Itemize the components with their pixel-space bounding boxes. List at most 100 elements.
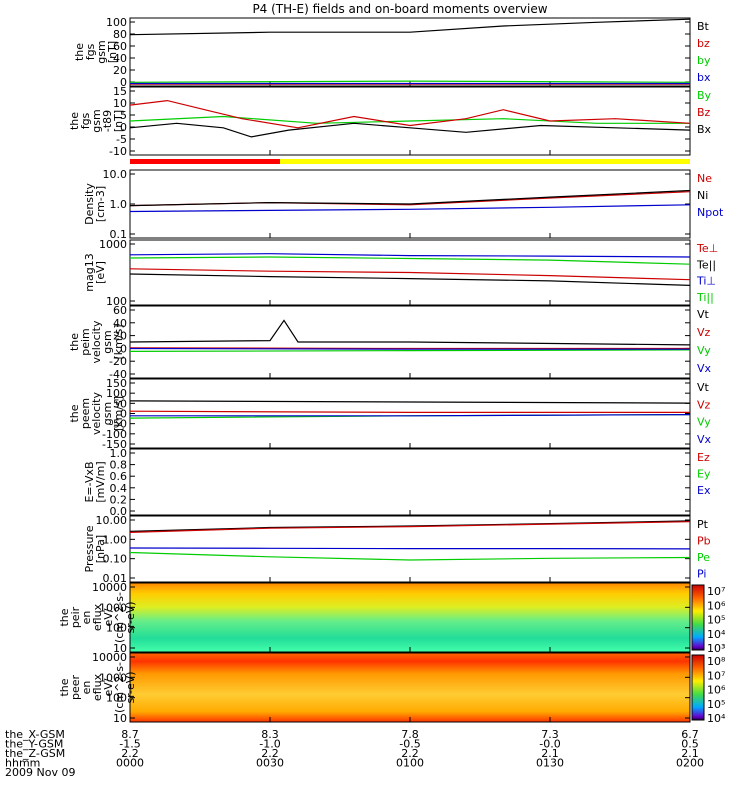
legend-Ni: Ni <box>697 189 708 202</box>
y-tick-label: 1.0 <box>110 198 128 211</box>
legend-Pe: Pe <box>697 551 710 564</box>
y-tick-label: 0.10 <box>103 553 128 566</box>
series-Vx-line <box>129 347 690 350</box>
spectrogram <box>130 583 690 652</box>
colorbar-tick-label: 10⁵ <box>707 614 725 627</box>
y-tick-label: 0 <box>120 121 127 134</box>
y-tick-label: -100 <box>102 428 127 441</box>
footer-value: 2.2 <box>261 747 279 760</box>
y-tick-label: 10 <box>113 642 127 655</box>
footer-value: 7.8 <box>401 728 419 741</box>
y-tick-label: 150 <box>106 377 127 390</box>
colorbar-tick-label: 10³ <box>707 642 725 655</box>
series-Bx-line <box>129 122 691 138</box>
y-tick-label: 10.00 <box>96 514 128 527</box>
plot-title: P4 (TH-E) fields and on-board moments ov… <box>252 2 547 16</box>
series-Ti||-line <box>129 256 691 265</box>
colorbar-tick-label: 10⁶ <box>707 684 726 697</box>
legend-Vx: Vx <box>697 433 712 446</box>
footer-value: 2.2 <box>121 747 139 760</box>
y-axis-label: Pressure[nPa] <box>83 525 107 572</box>
y-tick-label: 0 <box>120 342 127 355</box>
y-tick-label: 0 <box>120 408 127 421</box>
colorbar-tick-label: 10⁷ <box>707 585 725 598</box>
footer-value: 0000 <box>116 757 144 770</box>
legend-Ex: Ex <box>697 484 711 497</box>
footer-value: 2.1 <box>541 747 559 760</box>
y-tick-label: 5 <box>120 109 127 122</box>
y-tick-label: 100 <box>106 622 127 635</box>
y-tick-label: 100 <box>106 692 127 705</box>
footer-value: 0030 <box>256 757 284 770</box>
legend-Bx: Bx <box>697 123 712 136</box>
colorbar <box>691 654 705 721</box>
y-axis-label: thepeerenefluxeV/(cm^2-s-sr-eV) <box>58 662 137 713</box>
y-tick-label: 60 <box>113 304 127 317</box>
panels: 100806040200thefgsgsm[nT]Btbzbybx151050-… <box>58 16 726 725</box>
y-axis-label: thefgsgsm[nT] <box>73 40 119 63</box>
y-axis-label: thefgsgsm-t89[nT] <box>68 109 125 132</box>
y-tick-label: 0.2 <box>110 493 128 506</box>
series-Ni-line <box>129 189 691 207</box>
legend-Bz: Bz <box>697 106 711 119</box>
series-Vt-line <box>129 319 691 346</box>
colorbar-tick-label: 10⁴ <box>707 628 726 641</box>
legend-By: By <box>697 89 712 102</box>
series-Vz-line <box>129 347 690 350</box>
footer-value: 6.7 <box>681 728 699 741</box>
legend-Ey: Ey <box>697 468 711 481</box>
y-tick-label: -150 <box>102 438 127 451</box>
series-Ti⊥-line <box>129 253 691 258</box>
series-Npot-line <box>129 204 691 213</box>
legend-Vy: Vy <box>697 344 711 357</box>
colorbar-tick-label: 10⁵ <box>707 698 725 711</box>
y-tick-label: 1000 <box>99 601 127 614</box>
series-Vt-line <box>129 400 691 404</box>
legend-Vz: Vz <box>697 326 711 339</box>
legend-Te||: Te|| <box>696 258 716 271</box>
colorbar-tick-label: 10⁸ <box>707 655 726 668</box>
footer-value: 7.3 <box>541 728 559 741</box>
y-axis-label: E=-VxB[mV/m] <box>83 461 107 502</box>
y-axis-label: mag13[eV] <box>83 253 107 291</box>
y-tick-label: -10 <box>109 145 127 158</box>
footer-value: 2.2 <box>401 747 419 760</box>
y-tick-label: 0.0 <box>110 505 128 518</box>
legend-bz: bz <box>697 37 710 50</box>
mode-bar-fast-survey <box>130 159 280 164</box>
footer-label: the_Y-GSM <box>5 738 63 751</box>
y-tick-label: 15 <box>113 85 127 98</box>
y-tick-label: 50 <box>113 397 127 410</box>
legend-Vz: Vz <box>697 398 711 411</box>
y-tick-label: 40 <box>113 52 127 65</box>
footer-value: 8.7 <box>121 728 139 741</box>
series-By-line <box>129 115 690 124</box>
y-tick-label: 20 <box>113 64 127 77</box>
footer-label: hhmm <box>5 757 40 770</box>
y-tick-label: 0.6 <box>110 470 128 483</box>
series-Pe-line <box>129 551 691 561</box>
legend-Npot: Npot <box>697 206 724 219</box>
panel-7: 1.00.80.60.40.20.0E=-VxB[mV/m] Ez Ey Ex <box>83 447 711 518</box>
series-Te||-line <box>129 273 691 286</box>
footer-value: -1.5 <box>119 738 140 751</box>
y-tick-label: -50 <box>109 418 127 431</box>
y-tick-label: 100 <box>106 16 127 29</box>
footer-label: 2009 Nov 09 <box>5 766 75 779</box>
footer-value: -0.0 <box>539 738 560 751</box>
legend-Ne: Ne <box>697 172 712 185</box>
y-tick-label: 10 <box>113 712 127 725</box>
colorbar <box>691 584 705 651</box>
y-tick-label: 60 <box>113 40 127 53</box>
y-tick-label: 0 <box>120 76 127 89</box>
legend-Pi: Pi <box>697 568 706 581</box>
panel-frame <box>129 17 691 87</box>
